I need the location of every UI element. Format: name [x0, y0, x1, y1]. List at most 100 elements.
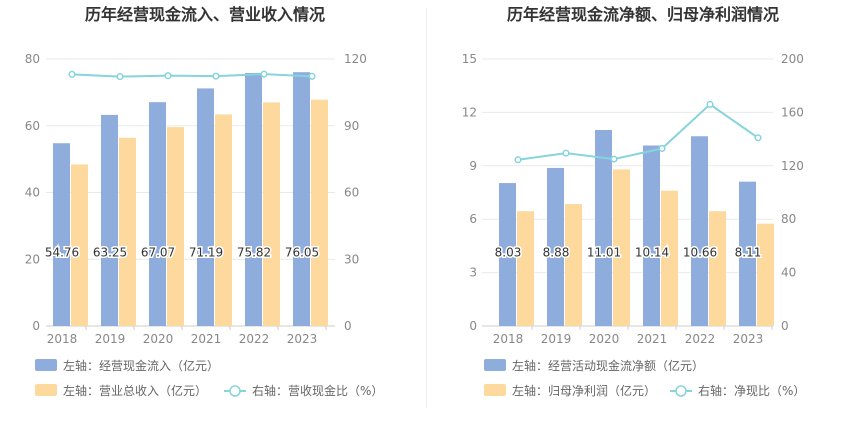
- chart1-bar-secondary: [119, 137, 136, 326]
- chart1-right-tick-label: 60: [344, 186, 359, 200]
- chart2-data-label: 10.66: [683, 246, 717, 260]
- chart2-bar-primary: [691, 136, 708, 326]
- chart1-x-tick-label: 2023: [287, 332, 318, 346]
- chart2-ratio-line: [517, 103, 759, 161]
- chart1-bar-primary: [197, 88, 214, 326]
- chart2-right-tick-label: 0: [781, 319, 789, 333]
- chart2-data-label: 8.88: [543, 246, 570, 260]
- chart1-left-tick-label: 20: [25, 252, 40, 266]
- chart1-bar-secondary: [215, 114, 232, 326]
- chart1-right-tick-label: 120: [344, 52, 367, 66]
- chart2-bar-primary: [547, 167, 564, 326]
- chart1-legend-label-primary: 左轴：经营现金流入（亿元）: [63, 358, 219, 373]
- chart1-ratio-point: [212, 72, 220, 80]
- chart2-bar-primary: [595, 130, 612, 326]
- chart2-x-tick-label: 2021: [637, 332, 668, 346]
- chart2-bar-secondary: [565, 204, 582, 326]
- chart2-right-tick-label: 40: [781, 266, 796, 280]
- chart2-right-tick-label: 80: [781, 212, 796, 226]
- chart1-bar-primary: [101, 114, 118, 326]
- chart2-legend-swatch-secondary: [484, 384, 506, 396]
- chart2-ratio-point: [658, 144, 666, 152]
- chart1-legend-swatch-primary: [35, 359, 57, 371]
- chart2-ratio-point: [610, 155, 618, 163]
- chart1-x-tick-label: 2018: [47, 332, 78, 346]
- chart2-data-label: 10.14: [635, 246, 669, 260]
- chart2-right-tick-label: 160: [781, 105, 804, 119]
- chart2-bar-secondary: [661, 190, 678, 326]
- chart1-data-label: 75.82: [237, 246, 271, 260]
- chart1-ratio-point: [260, 70, 268, 78]
- chart1-x-tick-label: 2021: [191, 332, 222, 346]
- chart1-right-tick-label: 0: [344, 319, 352, 333]
- chart2-x-tick-label: 2023: [733, 332, 764, 346]
- chart2-x-tick-label: 2019: [541, 332, 572, 346]
- chart2-title: 历年经营现金流净额、归母净利润情况: [507, 5, 779, 24]
- chart2-right-tick-label: 120: [781, 159, 804, 173]
- chart2-legend-swatch-primary: [484, 359, 506, 371]
- chart1-data-label: 76.05: [285, 246, 319, 260]
- chart1-ratio-point: [116, 73, 124, 81]
- chart1-bar-secondary: [311, 99, 328, 326]
- chart1-title: 历年经营现金流入、营业收入情况: [85, 5, 325, 24]
- chart1-bar-primary: [53, 143, 70, 326]
- chart2-ratio-point: [754, 134, 762, 142]
- chart1-ratio-line: [71, 73, 313, 78]
- chart1-left-tick-label: 0: [32, 319, 40, 333]
- chart1-data-label: 67.07: [141, 246, 175, 260]
- chart2-legend-label-secondary: 左轴：归母净利润（亿元）: [512, 383, 656, 398]
- chart2-bar-secondary: [709, 211, 726, 326]
- chart2-left-tick-label: 9: [469, 159, 477, 173]
- chart1-ratio-point: [164, 72, 172, 80]
- chart1-bar-primary: [149, 102, 166, 327]
- chart1-bar-secondary: [71, 164, 88, 326]
- chart2-bar-secondary: [757, 223, 774, 326]
- chart1-x-tick-label: 2022: [239, 332, 270, 346]
- chart1-bar-primary: [245, 72, 262, 327]
- chart1-right-tick-label: 30: [344, 252, 359, 266]
- chart1-right-tick-label: 90: [344, 119, 359, 133]
- chart2-legend-label-line: 右轴：净现比（%）: [698, 383, 805, 398]
- chart1-legend-label-line: 右轴：营收现金比（%）: [252, 383, 383, 398]
- chart2-bar-secondary: [613, 169, 630, 326]
- chart1-left-tick-label: 80: [25, 52, 40, 66]
- chart1-x-tick-label: 2019: [95, 332, 126, 346]
- chart2-data-label: 8.11: [735, 246, 762, 260]
- chart1-bar-secondary: [263, 102, 280, 326]
- chart2-ratio-point: [514, 156, 522, 164]
- chart1-ratio-point: [308, 72, 316, 80]
- chart2-bar-primary: [739, 181, 756, 326]
- chart2-bar-primary: [499, 183, 516, 326]
- chart1-data-label: 54.76: [45, 246, 79, 260]
- chart2-left-tick-label: 0: [469, 319, 477, 333]
- chart1-data-label: 71.19: [189, 246, 223, 260]
- chart2-bar-primary: [643, 145, 660, 326]
- chart2-x-tick-label: 2020: [589, 332, 620, 346]
- chart1-bar-primary: [293, 72, 310, 326]
- chart1-left-tick-label: 40: [25, 186, 40, 200]
- chart2-ratio-point: [706, 100, 714, 108]
- chart2-ratio-point: [562, 149, 570, 157]
- chart2-data-label: 8.03: [495, 246, 522, 260]
- chart1-data-label: 63.25: [93, 246, 127, 260]
- chart2-left-tick-label: 6: [469, 212, 477, 226]
- chart2-x-tick-label: 2018: [493, 332, 524, 346]
- chart2-right-tick-label: 200: [781, 52, 804, 66]
- chart2-legend-marker-icon: [675, 385, 687, 397]
- chart1-legend-swatch-secondary: [35, 384, 57, 396]
- chart1-bar-secondary: [167, 127, 184, 327]
- chart1-x-tick-label: 2020: [143, 332, 174, 346]
- chart1-legend-label-secondary: 左轴：营业总收入（亿元）: [63, 383, 207, 398]
- chart2-bar-secondary: [517, 211, 534, 326]
- chart2-left-tick-label: 12: [462, 105, 477, 119]
- chart2-data-label: 11.01: [587, 246, 621, 260]
- chart2-left-tick-label: 3: [469, 266, 477, 280]
- chart1-legend-marker-icon: [229, 385, 241, 397]
- chart1-left-tick-label: 60: [25, 119, 40, 133]
- chart1-ratio-point: [68, 70, 76, 78]
- chart2-legend-label-primary: 左轴：经营活动现金流净额（亿元）: [512, 358, 704, 373]
- panel-divider: [426, 8, 427, 408]
- chart2-left-tick-label: 15: [462, 52, 477, 66]
